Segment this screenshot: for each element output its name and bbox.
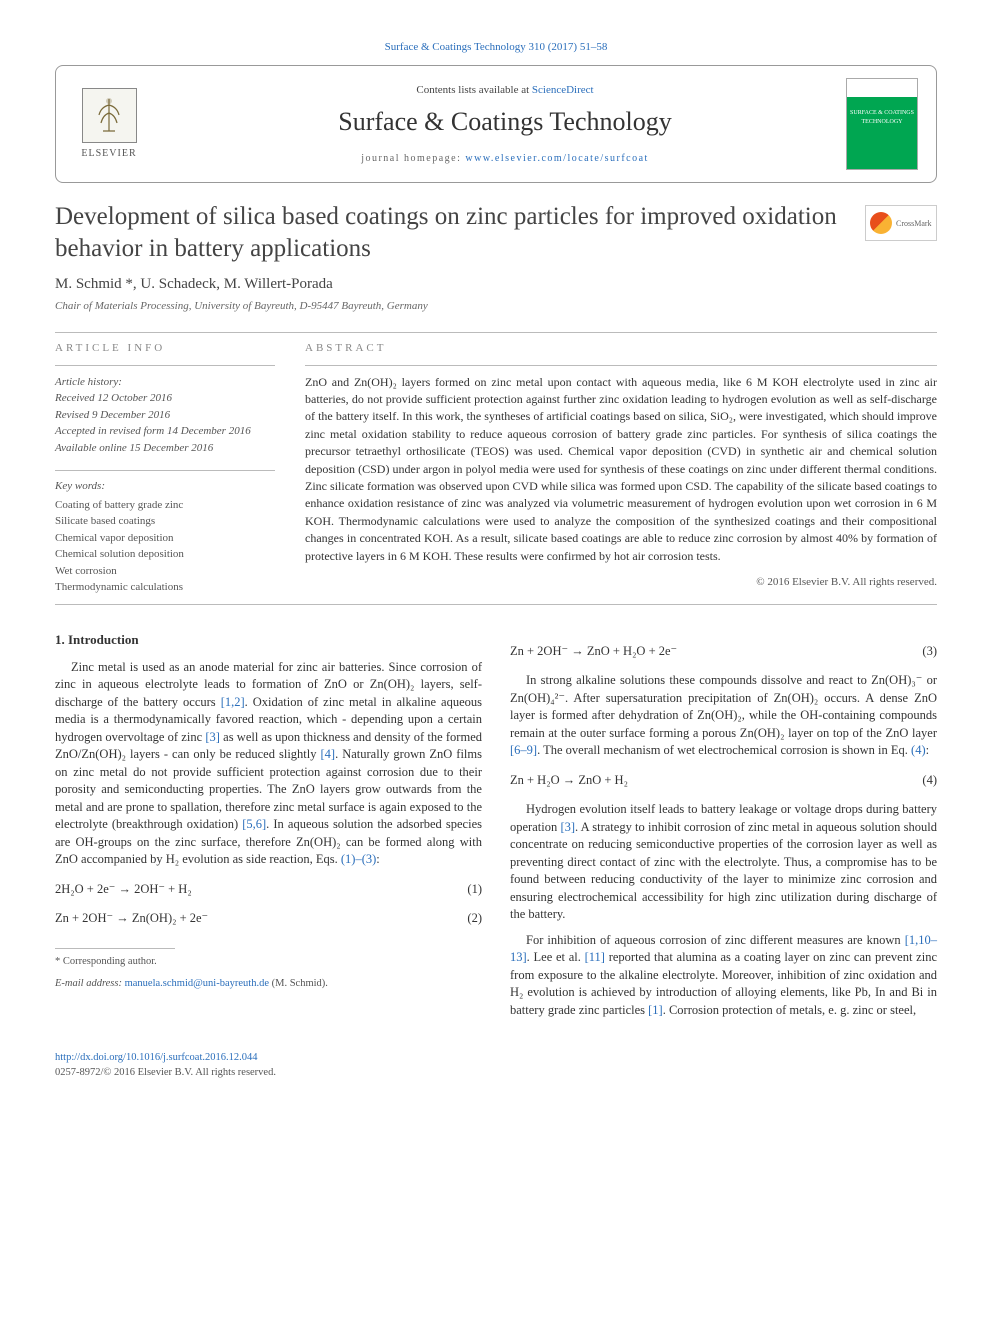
eq4-tex: Zn + H₂O → ZnO + H₂ (510, 772, 628, 790)
authors: M. Schmid *, U. Schadeck, M. Willert-Por… (55, 274, 937, 295)
p1-f: : (376, 852, 379, 866)
keyword-3: Chemical solution deposition (55, 546, 275, 563)
journal-header: ELSEVIER Contents lists available at Sci… (55, 65, 937, 183)
history-online: Available online 15 December 2016 (55, 440, 275, 457)
rp1-b: . The overall mechanism of wet electroch… (537, 743, 911, 757)
journal-name: Surface & Coatings Technology (164, 104, 846, 140)
equation-3: Zn + 2OH⁻ → ZnO + H₂O + 2e⁻ (3) (510, 643, 937, 661)
rp1-a: In strong alkaline solutions these compo… (510, 673, 937, 740)
crossmark-label: CrossMark (896, 218, 932, 229)
email-suffix: (M. Schmid). (269, 978, 328, 989)
article-history: Article history: Received 12 October 201… (55, 374, 275, 457)
ref-eq4[interactable]: (4) (911, 743, 926, 757)
ref-6-9[interactable]: [6–9] (510, 743, 537, 757)
cover-thumb-text: SURFACE & COATINGS TECHNOLOGY (847, 107, 917, 128)
rp3-d: . Corrosion protection of metals, e. g. … (663, 1003, 916, 1017)
right-para-2: Hydrogen evolution itself leads to batte… (510, 801, 937, 924)
homepage-prefix: journal homepage: (361, 153, 465, 164)
title-row: Development of silica based coatings on … (55, 201, 937, 264)
corresponding-author: * Corresponding author. (55, 955, 482, 970)
body-columns: 1. Introduction Zinc metal is used as an… (55, 631, 937, 1028)
elsevier-tree-icon (82, 88, 137, 143)
elsevier-logo: ELSEVIER (74, 84, 144, 164)
abstract-label: ABSTRACT (305, 341, 937, 356)
body-col-right: Zn + 2OH⁻ → ZnO + H₂O + 2e⁻ (3) In stron… (510, 631, 937, 1028)
footnote-separator (55, 948, 175, 949)
info-divider-2 (55, 470, 275, 471)
page-footer: http://dx.doi.org/10.1016/j.surfcoat.201… (55, 1051, 937, 1080)
info-abstract-row: ARTICLE INFO Article history: Received 1… (55, 341, 937, 595)
issue-link[interactable]: Surface & Coatings Technology 310 (2017)… (385, 41, 608, 53)
eq3-tex: Zn + 2OH⁻ → ZnO + H₂O + 2e⁻ (510, 643, 677, 661)
eq1-num: (1) (467, 881, 482, 899)
history-revised: Revised 9 December 2016 (55, 407, 275, 424)
authors-list: M. Schmid *, U. Schadeck, M. Willert-Por… (55, 276, 333, 292)
keyword-5: Thermodynamic calculations (55, 579, 275, 596)
eq4-num: (4) (922, 772, 937, 790)
sciencedirect-link[interactable]: ScienceDirect (532, 84, 594, 96)
rp2-b: . A strategy to inhibit corrosion of zin… (510, 820, 937, 922)
article-info-label: ARTICLE INFO (55, 341, 275, 356)
keyword-0: Coating of battery grade zinc (55, 497, 275, 514)
history-received: Received 12 October 2016 (55, 390, 275, 407)
ref-4[interactable]: [4] (321, 747, 336, 761)
intro-heading: 1. Introduction (55, 631, 482, 649)
eq2-num: (2) (467, 910, 482, 928)
ref-5-6[interactable]: [5,6] (242, 817, 266, 831)
rp3-a: For inhibition of aqueous corrosion of z… (526, 933, 905, 947)
keywords-list: Coating of battery grade zinc Silicate b… (55, 497, 275, 596)
intro-para-1: Zinc metal is used as an anode material … (55, 659, 482, 869)
crossmark-icon (870, 212, 892, 234)
doi-link[interactable]: http://dx.doi.org/10.1016/j.surfcoat.201… (55, 1052, 258, 1063)
equation-1: 2H₂O + 2e⁻ → 2OH⁻ + H₂ (1) (55, 881, 482, 899)
keyword-1: Silicate based coatings (55, 513, 275, 530)
divider-top (55, 332, 937, 333)
article-info: ARTICLE INFO Article history: Received 1… (55, 341, 275, 595)
copyright: © 2016 Elsevier B.V. All rights reserved… (305, 575, 937, 590)
abstract-text: ZnO and Zn(OH)₂ layers formed on zinc me… (305, 374, 937, 565)
equation-2: Zn + 2OH⁻ → Zn(OH)₂ + 2e⁻ (2) (55, 910, 482, 928)
ref-1-2[interactable]: [1,2] (221, 695, 245, 709)
ref-1b[interactable]: [1] (648, 1003, 663, 1017)
article-title: Development of silica based coatings on … (55, 201, 845, 264)
abstract-divider (305, 365, 937, 366)
ref-eqs-1-3[interactable]: (1)–(3) (341, 852, 376, 866)
ref-11[interactable]: [11] (585, 950, 605, 964)
eq3-num: (3) (922, 643, 937, 661)
crossmark-badge[interactable]: CrossMark (865, 205, 937, 241)
ref-3b[interactable]: [3] (560, 820, 575, 834)
history-label: Article history: (55, 374, 275, 391)
keywords-label: Key words: (55, 479, 275, 494)
eq2-tex: Zn + 2OH⁻ → Zn(OH)₂ + 2e⁻ (55, 910, 208, 928)
journal-issue-link: Surface & Coatings Technology 310 (2017)… (55, 40, 937, 55)
info-divider-1 (55, 365, 275, 366)
rp1-c: : (926, 743, 929, 757)
right-para-1: In strong alkaline solutions these compo… (510, 672, 937, 760)
equation-4: Zn + H₂O → ZnO + H₂ (4) (510, 772, 937, 790)
contents-prefix: Contents lists available at (416, 84, 531, 96)
header-center: Contents lists available at ScienceDirec… (164, 83, 846, 167)
author-email-link[interactable]: manuela.schmid@uni-bayreuth.de (125, 978, 269, 989)
abstract-block: ABSTRACT ZnO and Zn(OH)₂ layers formed o… (305, 341, 937, 595)
elsevier-name: ELSEVIER (81, 147, 136, 161)
email-footnote: E-mail address: manuela.schmid@uni-bayre… (55, 977, 482, 992)
homepage-line: journal homepage: www.elsevier.com/locat… (164, 152, 846, 166)
divider-bottom (55, 604, 937, 605)
rp3-b: . Lee et al. (527, 950, 585, 964)
eq1-tex: 2H₂O + 2e⁻ → 2OH⁻ + H₂ (55, 881, 192, 899)
email-label: E-mail address: (55, 978, 125, 989)
homepage-link[interactable]: www.elsevier.com/locate/surfcoat (465, 153, 648, 164)
contents-line: Contents lists available at ScienceDirec… (164, 83, 846, 98)
affiliation: Chair of Materials Processing, Universit… (55, 299, 937, 314)
history-accepted: Accepted in revised form 14 December 201… (55, 423, 275, 440)
page-container: Surface & Coatings Technology 310 (2017)… (0, 0, 992, 1120)
right-para-3: For inhibition of aqueous corrosion of z… (510, 932, 937, 1020)
body-col-left: 1. Introduction Zinc metal is used as an… (55, 631, 482, 1028)
keyword-4: Wet corrosion (55, 563, 275, 580)
keyword-2: Chemical vapor deposition (55, 530, 275, 547)
journal-cover-thumb: SURFACE & COATINGS TECHNOLOGY (846, 78, 918, 170)
issn-line: 0257-8972/© 2016 Elsevier B.V. All right… (55, 1066, 937, 1081)
ref-3[interactable]: [3] (205, 730, 220, 744)
